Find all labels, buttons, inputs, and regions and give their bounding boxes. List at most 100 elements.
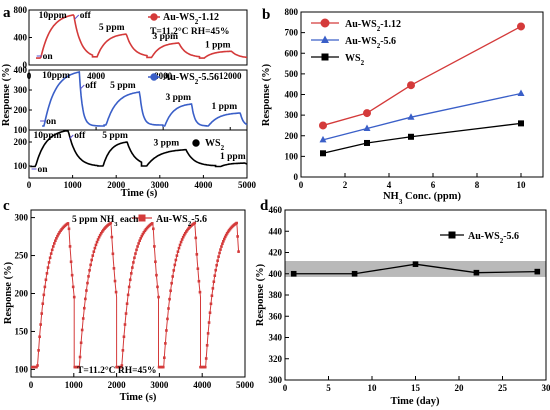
d-xtick-label: 20	[455, 383, 465, 393]
c-ytick-label: 300	[15, 213, 29, 223]
c-series-point	[84, 297, 87, 301]
c-ytick-label: 200	[15, 289, 29, 299]
a-sub1-ytick-label: 400	[14, 65, 28, 75]
c-series-point	[42, 293, 46, 297]
panel-b-label: b	[262, 7, 270, 23]
panel-b: 0 100 200 300 400 500 600 700 800 0 2 4 6 8 10 Response…	[261, 7, 544, 206]
c-series-point	[82, 306, 86, 310]
c-series-point	[179, 240, 183, 244]
a-sub0-off-arrow	[74, 14, 80, 20]
d-xtick-label: 15	[411, 383, 421, 393]
c-series-point	[219, 248, 222, 251]
b-series-2-line	[322, 122, 522, 154]
a-sub2-xtick-label: 5000	[238, 180, 257, 190]
a-sub0-legend-label-tail: -1.12	[198, 12, 219, 23]
c-legend-label: Au-WS2-5.6	[156, 214, 207, 228]
c-series-point	[123, 323, 127, 326]
c-series-point	[126, 293, 130, 297]
a-sub0-legend-label: Au-WS2-1.12	[163, 12, 219, 26]
c-xtick-label: 2000	[108, 380, 127, 390]
a-sub1-legend-marker	[150, 73, 158, 81]
a-sub0-conc-label: 3 ppm	[152, 32, 178, 42]
c-series-point	[90, 258, 94, 262]
panel-c-label: c	[3, 198, 10, 214]
c-series-point	[217, 255, 220, 258]
d-series-point	[290, 270, 297, 277]
c-series-point	[51, 245, 55, 248]
b-series-1-point	[517, 89, 525, 96]
c-series-point	[161, 365, 165, 369]
a-sub0-conc-label: 1 ppm	[205, 40, 231, 50]
b-ytick-label: 200	[285, 131, 299, 141]
b-series-1-point	[363, 124, 371, 132]
c-annotation-sub: 3	[114, 221, 118, 228]
b-xtick-label: 0	[299, 180, 304, 190]
a-sub2-legend-marker	[192, 139, 200, 147]
c-series-point	[131, 266, 134, 269]
b-ytick-label: 100	[285, 151, 299, 161]
c-series-point	[93, 246, 97, 250]
c-series-point	[235, 221, 238, 225]
d-ytick-label: 320	[269, 354, 283, 364]
c-series-point	[36, 364, 39, 367]
a-conditions: T=11.2°C RH=45%	[150, 26, 230, 37]
c-series-point	[154, 260, 157, 264]
d-series-point	[534, 268, 541, 275]
b-legend-0-marker	[320, 18, 330, 28]
b-xtick-label: 2	[343, 180, 348, 190]
b-legend-1-label-main: Au-WS	[345, 36, 377, 47]
c-series-point	[237, 250, 240, 253]
c-series-point	[156, 285, 159, 289]
c-series-point	[196, 267, 200, 270]
c-series-point	[50, 248, 54, 252]
b-xlabel: NH3 Conc. (ppm)	[383, 191, 462, 206]
c-series-point	[49, 252, 53, 255]
c-series-point	[165, 329, 168, 332]
c-series-point	[215, 263, 218, 267]
c-series-point	[209, 302, 213, 306]
b-legend-1-marker	[321, 35, 329, 43]
a-sub0-legend-label-main: Au-WS	[163, 12, 195, 23]
b-ylabel: Response (%)	[261, 63, 272, 126]
a-sub2-conc-label: 10ppm	[34, 131, 62, 141]
c-series-point	[211, 287, 215, 290]
a-sub1-xtick-label: 0	[27, 71, 32, 81]
c-series-point	[48, 256, 52, 260]
c-series-point	[223, 235, 227, 239]
c-ytick-label: 100	[15, 364, 29, 374]
a-sub0-legend-label-sub: 2	[195, 18, 199, 26]
d-xtick-label: 0	[283, 383, 288, 393]
c-series-point	[164, 342, 167, 345]
c-series-point	[136, 245, 139, 248]
c-series-point	[194, 236, 198, 240]
a-sub1-ytick-label: 100	[14, 125, 28, 135]
b-frame	[300, 11, 544, 178]
a-sub2-series-line	[30, 130, 248, 168]
c-xtick-label: 3000	[150, 380, 169, 390]
c-series-point	[127, 285, 131, 289]
c-series-point	[57, 232, 60, 236]
c-series-point	[169, 289, 172, 293]
c-xtick-label: 0	[29, 380, 34, 390]
c-series-point	[80, 328, 84, 332]
b-series-1-point	[407, 113, 415, 120]
panel-a-label: a	[3, 5, 11, 21]
c-series-point	[167, 307, 170, 310]
b-legend-1-label-tail: -5.6	[380, 36, 396, 47]
c-series-point	[125, 302, 129, 306]
a-sub2-xtick-label: 2000	[107, 180, 126, 190]
c-annotation-main: 5 ppm NH	[72, 215, 115, 225]
c-series-point	[141, 232, 145, 236]
c-series-point	[225, 232, 229, 235]
a-sub2-ytick-label: 200	[14, 137, 28, 147]
c-series-point	[181, 235, 185, 239]
a-sub1-conc-label: 5 ppm	[110, 81, 136, 91]
c-series-point	[55, 236, 58, 240]
c-series-point	[172, 269, 176, 272]
b-ytick-label: 500	[285, 69, 299, 79]
d-xtick-label: 25	[498, 383, 508, 393]
b-legend-0-label-main: Au-WS	[345, 19, 377, 30]
a-sub1-off-label: off	[85, 81, 97, 91]
c-series-point	[214, 268, 218, 272]
